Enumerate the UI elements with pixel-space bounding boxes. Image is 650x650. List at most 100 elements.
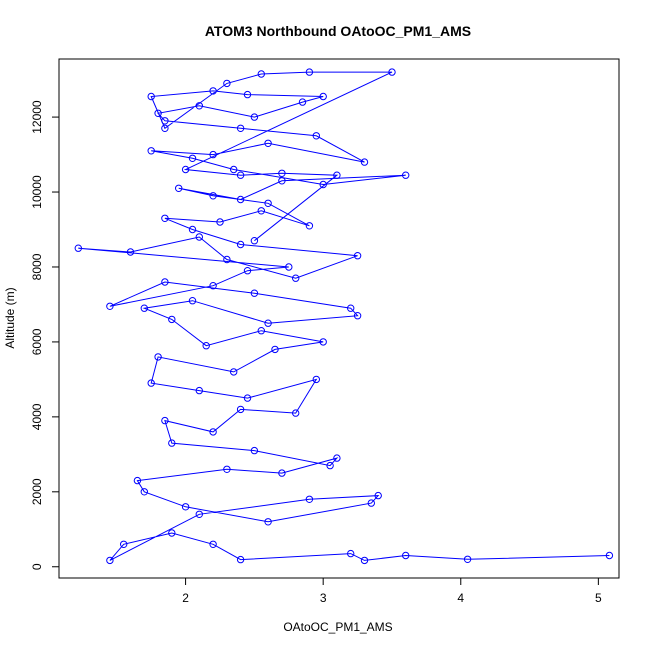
- data-point: [463, 555, 472, 563]
- data-point: [147, 147, 155, 155]
- y-tick-label: 4000: [30, 403, 44, 430]
- data-point: [292, 409, 300, 417]
- data-point: [188, 225, 197, 234]
- data-point: [120, 540, 128, 548]
- data-point: [305, 222, 314, 230]
- data-point: [216, 218, 224, 226]
- y-tick-label: 2000: [30, 478, 44, 505]
- y-tick-label: 8000: [30, 253, 44, 280]
- data-point: [106, 556, 114, 565]
- data-point: [175, 184, 183, 193]
- data-point: [605, 551, 614, 560]
- data-point: [209, 150, 217, 159]
- data-point: [243, 90, 252, 99]
- x-axis: 2 3 4 5: [182, 577, 602, 605]
- data-point: [209, 428, 217, 436]
- data-point: [209, 192, 217, 200]
- data-point: [126, 248, 135, 256]
- data-point: [312, 132, 320, 140]
- data-point: [347, 549, 355, 558]
- x-tick-label: 5: [595, 591, 602, 605]
- data-point: [305, 68, 314, 76]
- y-tick-label: 6000: [30, 328, 44, 355]
- data-point: [209, 87, 217, 95]
- data-point: [360, 158, 369, 166]
- data-series: [74, 68, 614, 565]
- chart-title: ATOM3 Northbound OAtoOC_PM1_AMS: [205, 23, 471, 39]
- data-point: [188, 154, 197, 163]
- data-point: [168, 439, 176, 447]
- data-point: [140, 488, 149, 496]
- data-point: [360, 556, 369, 565]
- plot-frame: [58, 58, 620, 579]
- data-point: [209, 540, 217, 548]
- data-point: [209, 282, 217, 290]
- x-axis-label: OAtoOC_PM1_AMS: [283, 620, 392, 634]
- data-point: [278, 469, 286, 477]
- data-point: [402, 551, 410, 560]
- data-point: [353, 312, 362, 320]
- data-point: [181, 165, 190, 174]
- data-point: [154, 353, 162, 361]
- x-tick-label: 2: [182, 591, 189, 605]
- data-point: [333, 171, 341, 179]
- data-point: [264, 139, 272, 148]
- data-point: [154, 109, 162, 118]
- data-point: [223, 255, 231, 264]
- data-point: [312, 375, 320, 384]
- data-point: [264, 518, 272, 526]
- data-point: [271, 345, 279, 354]
- data-point: [133, 476, 142, 485]
- data-point: [292, 274, 300, 282]
- data-point: [223, 465, 231, 473]
- y-tick-label: 0: [30, 563, 44, 570]
- data-point: [250, 113, 259, 121]
- data-point: [188, 297, 197, 305]
- data-point: [236, 555, 245, 564]
- data-point: [250, 446, 259, 455]
- data-point: [140, 304, 149, 312]
- data-point: [106, 302, 114, 310]
- data-point: [161, 124, 169, 133]
- data-point: [353, 252, 362, 260]
- data-point: [168, 315, 176, 324]
- y-tick-label: 12000: [30, 100, 44, 134]
- data-point: [347, 304, 355, 312]
- data-point: [257, 207, 265, 215]
- data-point: [236, 195, 245, 204]
- data-point: [264, 319, 272, 327]
- data-point: [333, 454, 341, 462]
- data-point: [236, 240, 245, 249]
- data-point: [230, 165, 238, 174]
- data-point: [74, 244, 83, 252]
- data-point: [278, 169, 286, 178]
- data-point: [223, 79, 231, 88]
- x-tick-label: 4: [457, 591, 464, 605]
- data-point: [278, 177, 286, 185]
- data-point: [202, 342, 210, 350]
- x-tick-label: 3: [320, 591, 327, 605]
- data-point: [388, 68, 396, 76]
- data-point: [298, 98, 307, 106]
- data-point: [319, 180, 327, 189]
- data-point: [402, 171, 410, 179]
- data-point: [257, 70, 265, 78]
- data-point: [195, 233, 204, 241]
- data-point: [319, 92, 327, 101]
- data-point: [147, 379, 155, 387]
- data-point: [147, 92, 155, 101]
- data-point: [236, 124, 245, 133]
- data-point: [243, 394, 252, 402]
- data-point: [285, 263, 293, 271]
- data-point: [181, 503, 190, 511]
- data-point: [168, 529, 176, 537]
- data-point: [257, 327, 265, 335]
- data-point: [319, 338, 327, 346]
- y-axis: 0 2000 4000 6000 8000 10000 12000: [30, 100, 60, 570]
- y-tick-label: 10000: [30, 175, 44, 209]
- data-point: [250, 289, 259, 297]
- data-point: [161, 214, 169, 223]
- data-point: [161, 416, 169, 425]
- series-line: [78, 71, 610, 561]
